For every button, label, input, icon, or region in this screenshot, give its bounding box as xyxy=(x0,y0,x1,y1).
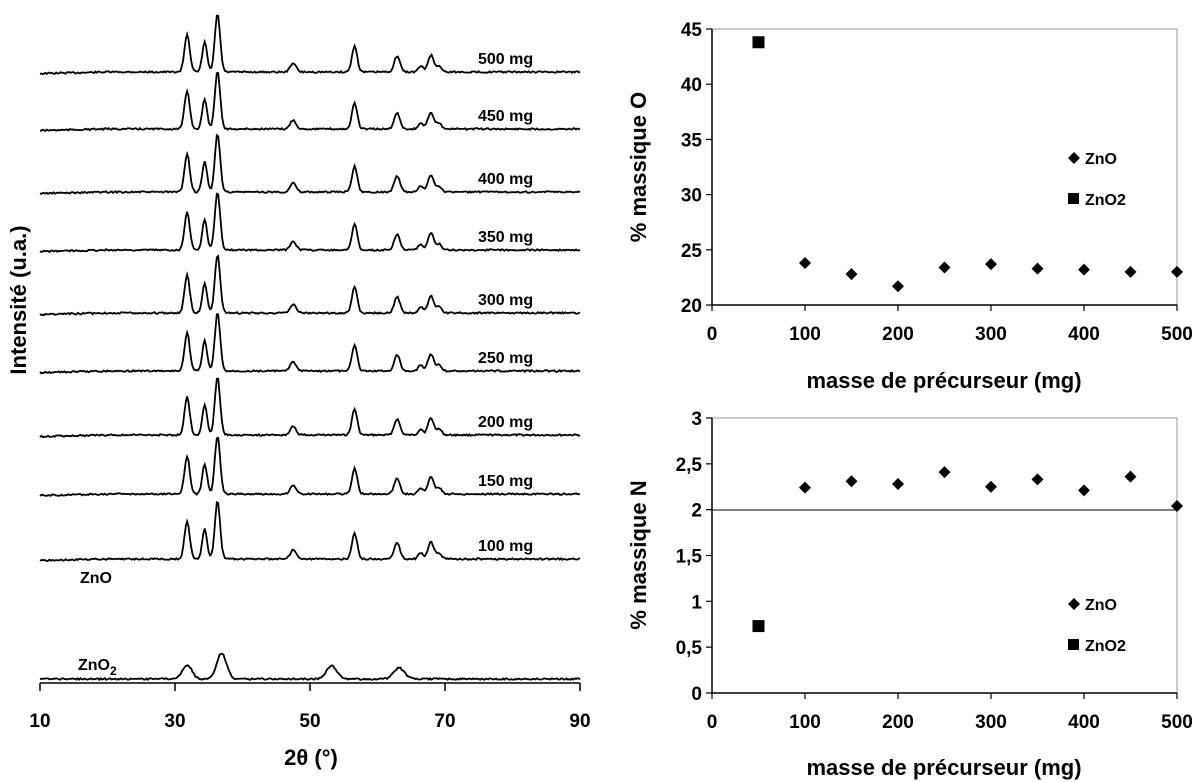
xrd-trace-100-mg xyxy=(39,501,581,563)
x-tick-label: 500 xyxy=(1161,712,1193,733)
x-tick-label: 100 xyxy=(789,324,821,345)
zno2-point xyxy=(752,620,765,633)
y-tick-label: 0,5 xyxy=(676,638,703,659)
xrd-series-label: 350 mg xyxy=(478,229,533,246)
xrd-zno2-subscript: 2 xyxy=(110,664,117,678)
y-tick-label: 1,5 xyxy=(676,547,703,568)
oxygen-legend-square-marker xyxy=(1068,193,1079,204)
x-tick-label: 400 xyxy=(1068,324,1100,345)
zno2-point xyxy=(752,36,765,49)
zno-point xyxy=(1031,262,1044,275)
x-tick-label: 100 xyxy=(789,712,821,733)
zno-point xyxy=(892,280,904,293)
xrd-series-label: 400 mg xyxy=(478,171,533,188)
zno-point xyxy=(892,478,904,490)
zno-point xyxy=(985,258,997,271)
nitrogen-points xyxy=(752,466,1183,633)
zno-point xyxy=(845,475,858,488)
x-tick-label: 0 xyxy=(707,324,718,345)
x-tick-label: 400 xyxy=(1068,712,1100,733)
nitrogen-axes: 0 100 200 300 400 500 0 0,5 1 1,5 2 2,5 3 xyxy=(676,409,1193,733)
nitrogen-legend-zno: ZnO xyxy=(1085,597,1117,614)
nitrogen-legend-zno2: ZnO2 xyxy=(1085,638,1126,655)
xrd-chart: 500 mg 450 mg 400 mg 350 mg 300 mg 250 mg 200 … xyxy=(6,14,591,770)
y-tick-label: 25 xyxy=(681,241,703,262)
y-tick-label: 20 xyxy=(681,296,702,317)
xrd-sample-label-zno2: ZnO2 xyxy=(78,657,117,678)
zno-point xyxy=(1171,500,1183,512)
y-tick-label: 40 xyxy=(681,75,702,96)
xrd-trace-200-mg xyxy=(39,377,581,439)
zno-point xyxy=(845,268,858,281)
y-tick-label: 3 xyxy=(691,409,702,430)
y-tick-label: 0 xyxy=(691,684,702,705)
zno-point xyxy=(1078,263,1090,276)
xrd-y-axis-label: Intensité (u.a.) xyxy=(6,225,31,374)
y-tick-label: 2,5 xyxy=(676,455,703,476)
zno-point xyxy=(1078,484,1090,497)
oxygen-legend-zno: ZnO xyxy=(1085,151,1117,168)
xrd-x-tick-label: 70 xyxy=(434,711,455,732)
xrd-zno2-base: ZnO xyxy=(78,657,110,674)
xrd-x-ticks: 10 30 50 70 90 xyxy=(29,683,591,732)
y-tick-label: 1 xyxy=(691,592,702,613)
y-tick-label: 30 xyxy=(681,186,702,207)
nitrogen-legend: ZnO ZnO2 xyxy=(1068,597,1126,655)
zno-point xyxy=(799,481,811,494)
x-tick-label: 300 xyxy=(975,712,1007,733)
x-tick-label: 0 xyxy=(707,712,718,733)
oxygen-legend-diamond-marker xyxy=(1068,152,1080,164)
y-tick-label: 35 xyxy=(681,130,703,151)
xrd-trace-zno2 xyxy=(39,653,581,682)
oxygen-chart: 0 100 200 300 400 500 20 25 30 35 40 45 ZnO ZnO2 ma… xyxy=(626,20,1193,393)
nitrogen-x-axis-label: masse de précurseur (mg) xyxy=(806,755,1081,780)
xrd-x-tick-label: 10 xyxy=(29,711,50,732)
x-tick-label: 200 xyxy=(882,712,914,733)
xrd-series-label: 100 mg xyxy=(478,538,533,555)
zno-point xyxy=(799,257,811,270)
xrd-traces: 500 mg 450 mg 400 mg 350 mg 300 mg 250 mg 200 … xyxy=(39,14,581,682)
xrd-series-label: 500 mg xyxy=(478,51,533,68)
zno-point xyxy=(938,466,951,479)
xrd-series-label: 200 mg xyxy=(478,414,533,431)
xrd-series-label: 250 mg xyxy=(478,350,533,367)
oxygen-legend: ZnO ZnO2 xyxy=(1068,151,1126,209)
zno-point xyxy=(985,480,997,493)
y-tick-label: 2 xyxy=(691,501,702,522)
oxygen-x-axis-label: masse de précurseur (mg) xyxy=(806,368,1081,393)
xrd-series-label: 450 mg xyxy=(478,108,533,125)
xrd-x-tick-label: 90 xyxy=(569,711,590,732)
x-tick-label: 200 xyxy=(882,324,914,345)
xrd-x-tick-label: 50 xyxy=(299,711,320,732)
oxygen-y-axis-label: % massique O xyxy=(626,92,651,242)
zno-point xyxy=(1124,265,1137,278)
nitrogen-legend-diamond-marker xyxy=(1068,598,1080,610)
xrd-trace-400-mg xyxy=(39,133,581,196)
xrd-trace-450-mg xyxy=(40,71,581,133)
x-tick-label: 500 xyxy=(1161,324,1193,345)
xrd-x-tick-label: 30 xyxy=(164,711,185,732)
zno-point xyxy=(938,261,951,274)
zno-point xyxy=(1171,265,1183,278)
x-tick-label: 300 xyxy=(975,324,1007,345)
xrd-trace-150-mg xyxy=(39,436,581,497)
y-tick-label: 45 xyxy=(681,20,703,41)
xrd-trace-300-mg xyxy=(39,254,581,317)
nitrogen-y-axis-label: % massique N xyxy=(626,480,651,629)
nitrogen-chart: 0 100 200 300 400 500 0 0,5 1 1,5 2 2,5 3 ZnO ZnO2 m… xyxy=(626,409,1193,780)
xrd-series-label: 150 mg xyxy=(478,473,533,490)
xrd-x-axis-label: 2θ (°) xyxy=(284,745,338,770)
oxygen-points xyxy=(752,36,1183,293)
xrd-trace-500-mg xyxy=(39,14,581,76)
xrd-trace-350-mg xyxy=(39,192,581,254)
xrd-trace-250-mg xyxy=(39,313,581,375)
oxygen-axes: 0 100 200 300 400 500 20 25 30 35 40 45 xyxy=(681,20,1193,345)
zno-point xyxy=(1124,470,1137,483)
xrd-sample-label-zno: ZnO xyxy=(80,570,112,587)
zno-point xyxy=(1031,473,1044,486)
nitrogen-legend-square-marker xyxy=(1068,639,1079,650)
xrd-series-label: 300 mg xyxy=(478,292,533,309)
oxygen-legend-zno2: ZnO2 xyxy=(1085,192,1126,209)
